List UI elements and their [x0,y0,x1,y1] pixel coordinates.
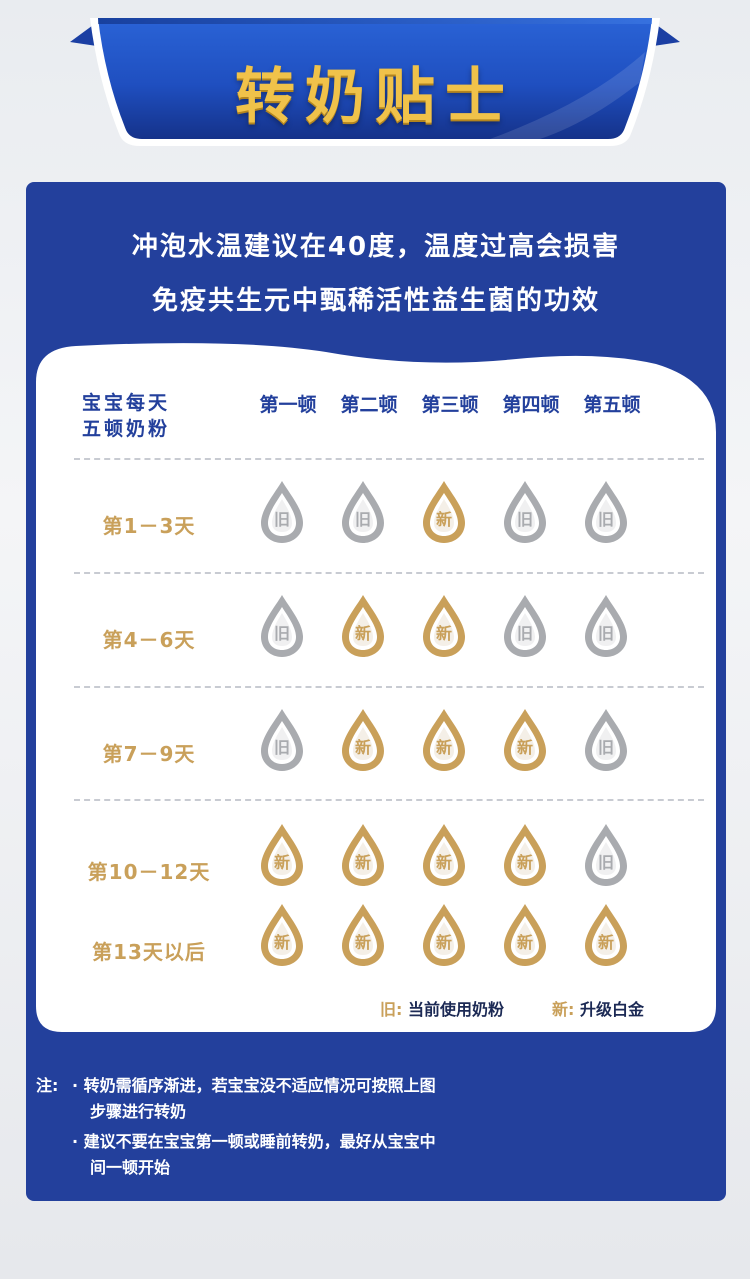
silver-drop-icon: 旧 [583,707,629,773]
drop-label: 新 [354,624,371,643]
silver-drop-icon: 旧 [259,479,305,545]
silver-drop-icon: 旧 [502,593,548,659]
drop-label: 旧 [516,624,533,643]
drop-label: 新 [516,738,533,757]
meal-header-5: 第五顿 [583,394,641,416]
tips-panel: 冲泡水温建议在40度，温度过高会损害 免疫共生元中甄稀活性益生菌的功效 宝宝每天… [26,182,726,1201]
drop-label: 新 [516,933,533,952]
gold-drop-icon: 新 [421,902,467,968]
drop-label: 旧 [597,853,614,872]
row-divider [74,572,704,574]
legend-old-key: 旧: [380,1000,403,1019]
gold-drop-icon: 新 [340,902,386,968]
legend-new-key: 新: [552,1000,575,1019]
row-label-day10-12: 第10－12天 [87,860,211,884]
drop-label: 旧 [273,624,290,643]
drop-label: 旧 [273,738,290,757]
notes-prefix: 注: [36,1076,59,1095]
gold-drop-icon: 新 [259,902,305,968]
silver-drop-icon: 旧 [583,822,629,888]
row-divider [74,458,704,460]
gold-drop-icon: 新 [421,822,467,888]
drop-label: 新 [597,933,614,952]
banner-ribbon [70,18,680,146]
silver-drop-icon: 旧 [259,707,305,773]
drop-label: 旧 [597,510,614,529]
silver-drop-icon: 旧 [259,593,305,659]
gold-drop-icon: 新 [340,707,386,773]
corner-label-line-2: 五顿奶粉 [82,418,171,440]
row-divider [74,799,704,801]
corner-label-line-1: 宝宝每天 [82,392,171,414]
row-divider [74,686,704,688]
note-2-line-2: 间一顿开始 [90,1158,171,1177]
legend-old: 旧: 当前使用奶粉 [380,996,504,1020]
drop-label: 旧 [597,738,614,757]
drop-label: 新 [273,933,290,952]
legend-new-text: 升级白金 [579,1000,644,1019]
drop-label: 新 [435,510,452,529]
legend-old-text: 当前使用奶粉 [407,1000,504,1019]
corner-label: 宝宝每天 五顿奶粉 [82,390,192,442]
drop-label: 旧 [516,510,533,529]
banner-title: 转奶贴士 [235,62,515,132]
drop-label: 旧 [273,510,290,529]
drop-label: 新 [435,933,452,952]
gold-drop-icon: 新 [259,822,305,888]
drop-label: 新 [354,738,371,757]
note-2-line-1: · 建议不要在宝宝第一顿或睡前转奶，最好从宝宝中 [72,1132,436,1151]
drop-label: 旧 [354,510,371,529]
meal-header-1: 第一顿 [259,394,317,416]
gold-drop-icon: 新 [502,707,548,773]
title-banner: 转奶贴士 [70,12,680,150]
silver-drop-icon: 旧 [502,479,548,545]
note-1-line-2: 步骤进行转奶 [90,1102,187,1121]
legend-new: 新: 升级白金 [552,996,644,1020]
gold-drop-icon: 新 [583,902,629,968]
silver-drop-icon: 旧 [340,479,386,545]
gold-drop-icon: 新 [502,822,548,888]
meal-header-4: 第四顿 [502,394,560,416]
meal-header-3: 第三顿 [421,394,479,416]
headline-line-1: 冲泡水温建议在40度，温度过高会损害 [131,232,621,262]
gold-drop-icon: 新 [421,707,467,773]
drop-label: 新 [273,853,290,872]
drop-label: 新 [435,624,452,643]
silver-drop-icon: 旧 [583,479,629,545]
gold-drop-icon: 新 [340,593,386,659]
drop-label: 新 [354,853,371,872]
meal-header-2: 第二顿 [340,394,398,416]
drop-label: 旧 [597,624,614,643]
gold-drop-icon: 新 [340,822,386,888]
gold-drop-icon: 新 [502,902,548,968]
row-label-day13-plus: 第13天以后 [92,940,206,964]
headline-line-2: 免疫共生元中甄稀活性益生菌的功效 [151,286,600,316]
gold-drop-icon: 新 [421,479,467,545]
drop-label: 新 [516,853,533,872]
note-1-line-1: · 转奶需循序渐进，若宝宝没不适应情况可按照上图 [72,1076,436,1095]
row-label-day1-3: 第1－3天 [102,514,196,538]
row-label-day7-9: 第7－9天 [102,742,196,766]
drop-label: 新 [435,738,452,757]
silver-drop-icon: 旧 [583,593,629,659]
gold-drop-icon: 新 [421,593,467,659]
drop-label: 新 [435,853,452,872]
row-label-day4-6: 第4－6天 [102,628,196,652]
drop-label: 新 [354,933,371,952]
